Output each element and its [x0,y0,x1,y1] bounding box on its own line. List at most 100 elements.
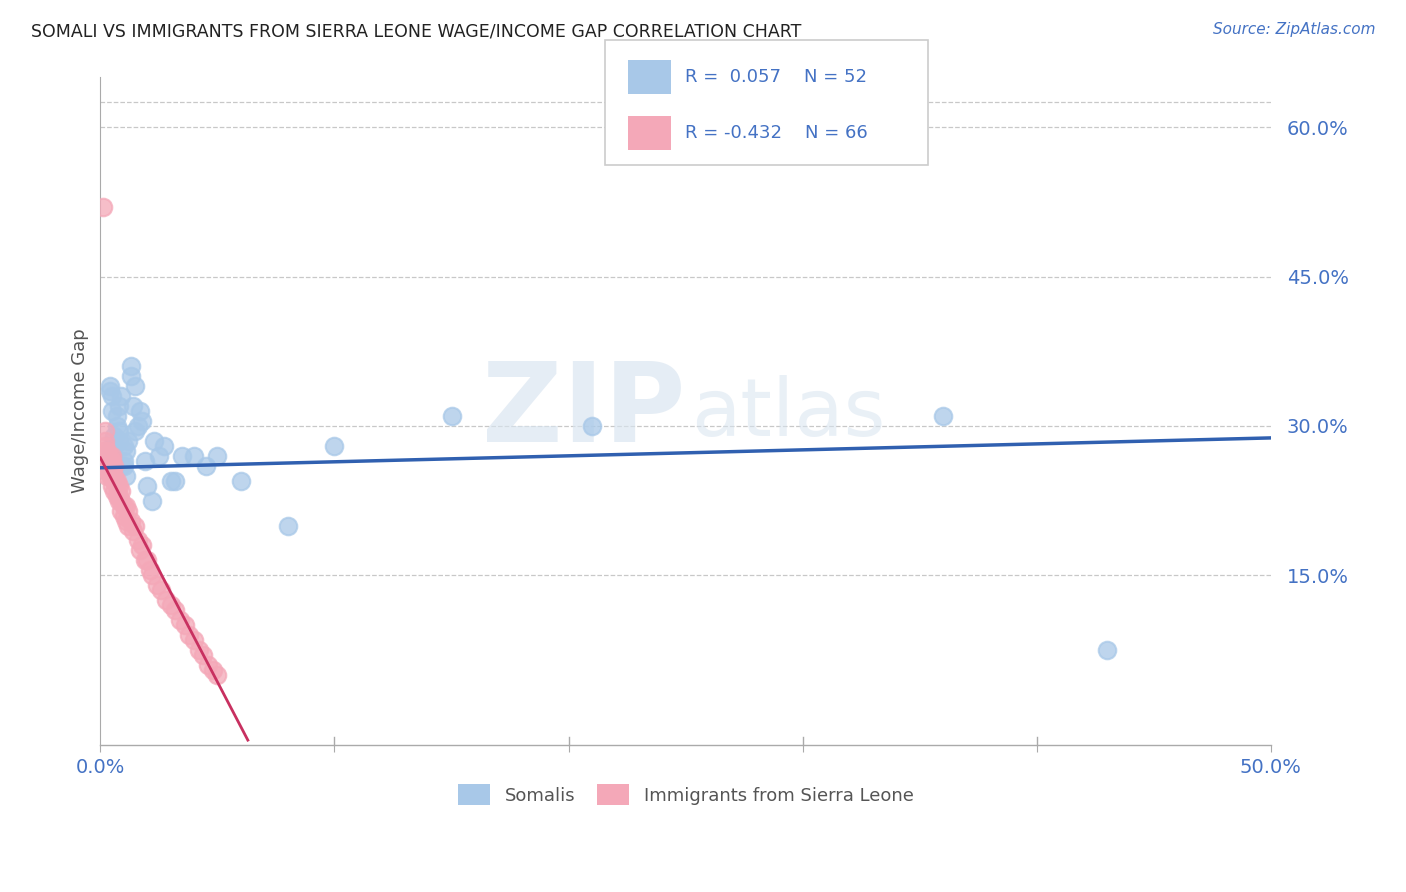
Point [96,458,118,473]
Point [197,657,219,672]
Point [98,384,121,398]
Point [101,454,124,468]
Point [101,389,124,403]
Point [169,613,191,627]
Point [91,454,114,468]
Point [120,359,142,374]
Point [94,449,117,463]
Point [115,499,138,513]
Point [94,439,117,453]
Point [98,458,121,473]
Point [94,424,117,438]
Point [136,553,159,567]
Point [98,458,121,473]
Point [159,474,181,488]
Point [124,518,146,533]
Text: R = -0.432    N = 66: R = -0.432 N = 66 [685,124,868,142]
Point [201,663,224,677]
Point [207,668,229,682]
Point [101,449,124,463]
Point [141,493,163,508]
Point [96,468,118,483]
Point [581,419,603,434]
Point [110,503,132,517]
Point [194,458,217,473]
Point [110,458,132,473]
Point [117,503,139,517]
Point [103,474,125,488]
Point [122,399,145,413]
Point [129,543,152,558]
Point [134,553,156,567]
Point [134,454,156,468]
Point [141,568,163,582]
Point [155,593,177,607]
Point [165,474,187,488]
Point [103,439,125,453]
Point [183,633,205,648]
Point [124,424,146,438]
Legend: Somalis, Immigrants from Sierra Leone: Somalis, Immigrants from Sierra Leone [450,777,921,813]
Point [115,468,138,483]
Point [105,479,128,493]
Point [120,514,142,528]
Point [115,443,138,458]
Point [96,464,118,478]
Point [108,434,131,448]
Point [94,454,117,468]
Point [165,603,187,617]
Point [173,618,195,632]
Point [112,458,135,473]
Point [96,449,118,463]
Point [440,409,463,423]
Point [101,458,124,473]
Point [112,439,135,453]
Point [229,474,252,488]
Point [98,379,121,393]
Point [193,648,215,662]
Point [1095,643,1118,657]
Point [115,514,138,528]
Point [108,399,131,413]
Point [98,464,121,478]
Point [117,434,139,448]
Point [101,468,124,483]
Point [152,439,174,453]
Point [131,538,153,552]
Point [105,409,128,423]
Point [105,419,128,434]
Point [101,404,124,418]
Point [150,583,173,598]
Point [101,479,124,493]
Point [183,449,205,463]
Point [96,458,118,473]
Point [96,443,118,458]
Point [179,628,201,642]
Point [159,598,181,612]
Point [103,458,125,473]
Point [103,429,125,443]
Point [148,449,170,463]
Point [207,449,229,463]
Point [108,424,131,438]
Point [94,434,117,448]
Y-axis label: Wage/Income Gap: Wage/Income Gap [72,328,89,493]
Text: atlas: atlas [692,376,886,453]
Point [112,454,135,468]
Point [323,439,346,453]
Point [105,489,128,503]
Point [108,479,131,493]
Point [101,439,124,453]
Point [110,483,132,498]
Point [122,524,145,538]
Point [127,533,149,548]
Point [138,563,160,577]
Point [143,434,166,448]
Point [129,404,152,418]
Text: SOMALI VS IMMIGRANTS FROM SIERRA LEONE WAGE/INCOME GAP CORRELATION CHART: SOMALI VS IMMIGRANTS FROM SIERRA LEONE W… [31,22,801,40]
Point [105,474,128,488]
Point [187,643,209,657]
Point [91,443,114,458]
Point [103,454,125,468]
Point [124,379,146,393]
